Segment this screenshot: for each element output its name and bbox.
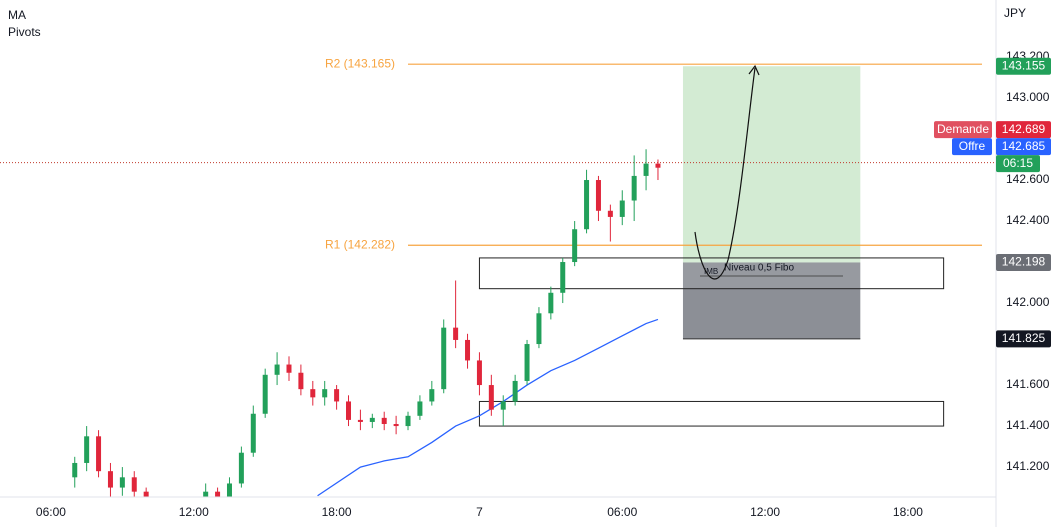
x-tick-label: 18:00 <box>322 505 352 519</box>
candle-body <box>512 380 518 402</box>
candle-body <box>310 389 316 398</box>
y-tick-label: 141.200 <box>1006 459 1050 473</box>
candle-body <box>500 401 506 410</box>
stop-price-bg <box>996 330 1051 348</box>
candle-body <box>96 436 102 472</box>
x-tick-label: 7 <box>476 505 483 519</box>
indicator-label: Pivots <box>8 25 41 39</box>
candle-body <box>357 419 363 422</box>
candle-body <box>131 477 137 492</box>
candle-body <box>107 471 113 488</box>
offer-label: Offre <box>959 139 986 153</box>
candle-body <box>607 210 613 217</box>
candle-body <box>572 229 578 263</box>
candle-body <box>429 389 435 402</box>
candle-body <box>381 417 387 425</box>
candle-body <box>262 374 268 414</box>
candle-body <box>250 413 256 453</box>
candle-body <box>226 483 232 497</box>
candle-body <box>536 313 542 345</box>
candle-body <box>465 339 471 361</box>
candle-body <box>72 462 78 478</box>
x-tick-label: 18:00 <box>893 505 923 519</box>
arrow <box>694 67 756 280</box>
candle-body <box>119 477 125 488</box>
y-tick-label: 142.000 <box>1006 295 1050 309</box>
candle-body <box>488 385 494 410</box>
indicator-label: MA <box>8 8 26 22</box>
x-tick-label: 12:00 <box>750 505 780 519</box>
candle-body <box>524 344 530 381</box>
y-tick-label: 142.600 <box>1006 172 1050 186</box>
target-price: 143.155 <box>1002 58 1046 72</box>
stop-price: 141.825 <box>1002 331 1046 345</box>
candle-body <box>643 163 649 176</box>
pivot-label: R1 (142.282) <box>325 237 395 251</box>
x-tick-label: 06:00 <box>36 505 66 519</box>
arrow-head <box>748 64 760 76</box>
candle-body <box>476 360 482 386</box>
candle-body <box>238 452 244 484</box>
entry-price-bg <box>996 253 1051 271</box>
offer-label-bg <box>952 138 992 156</box>
candle-body <box>84 436 90 463</box>
demand-label: Demande <box>937 122 989 136</box>
demand-label-bg <box>934 121 992 139</box>
y-tick-label: 143.000 <box>1006 90 1050 104</box>
countdown-bg <box>996 155 1040 173</box>
demand-price-bg <box>996 121 1051 139</box>
candle-body <box>441 327 447 390</box>
annotation: Niveau 0,5 Fibo <box>724 263 794 274</box>
x-tick-label: 06:00 <box>607 505 637 519</box>
y-tick-label: 141.600 <box>1006 377 1050 391</box>
candle-body <box>548 292 554 314</box>
y-tick-label: 141.400 <box>1006 418 1050 432</box>
candle-body <box>369 417 375 422</box>
candle-body <box>298 372 304 390</box>
x-tick-label: 12:00 <box>179 505 209 519</box>
pivot-label: R2 (143.165) <box>325 56 395 70</box>
currency: JPY <box>1004 6 1026 20</box>
stop-zone <box>682 262 861 339</box>
candle-body <box>655 163 661 168</box>
candle-body <box>584 180 590 230</box>
candle-body <box>346 401 352 420</box>
zone <box>478 257 945 290</box>
target-price-bg <box>996 57 1051 75</box>
candle-body <box>619 200 625 217</box>
countdown: 06:15 <box>1003 156 1033 170</box>
candle-body <box>334 389 340 402</box>
candle-body <box>286 364 292 373</box>
candle-body <box>322 389 328 398</box>
zone <box>478 400 945 427</box>
candle-body <box>560 262 566 293</box>
candle-body <box>393 424 399 427</box>
candle-body <box>453 327 459 340</box>
candle-body <box>595 180 601 211</box>
candle-body <box>631 175 637 201</box>
candle-body <box>203 491 209 497</box>
candle-body <box>417 401 423 416</box>
demand-price: 142.689 <box>1002 122 1046 136</box>
entry-price: 142.198 <box>1002 255 1046 269</box>
target-zone <box>682 66 861 263</box>
y-tick-label: 142.400 <box>1006 213 1050 227</box>
offer-price: 142.685 <box>1002 139 1046 153</box>
candle-body <box>143 491 149 497</box>
candle-body <box>274 364 280 375</box>
annotation: IMB <box>704 267 718 276</box>
candle-body <box>215 491 221 497</box>
plot-area: R2 (143.165) R1 (142.282) IMB Niveau 0,5 Fi… <box>0 56 996 497</box>
candle-body <box>405 415 411 427</box>
offer-price-bg <box>996 138 1051 156</box>
